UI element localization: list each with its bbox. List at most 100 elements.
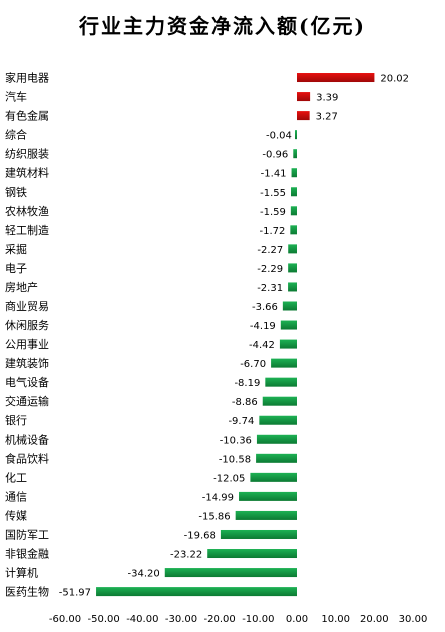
x-tick-label: -20.00 (204, 614, 236, 625)
value-label: -34.20 (128, 569, 160, 580)
x-tick-label: 30.00 (399, 614, 428, 625)
bar-24 (235, 510, 297, 520)
bar-14 (280, 320, 297, 330)
bar-22 (250, 472, 297, 482)
bar-12 (288, 282, 297, 292)
category-label: 国防军工 (5, 527, 49, 541)
x-tick-label: 10.00 (321, 614, 350, 625)
value-label: -1.59 (260, 207, 286, 218)
value-label: -23.22 (170, 550, 202, 561)
bar-6 (291, 168, 297, 178)
value-label: -4.19 (250, 321, 276, 332)
bar-11 (288, 263, 297, 273)
bar-5 (293, 149, 297, 159)
category-label: 公用事业 (5, 338, 49, 351)
category-label: 银行 (5, 413, 27, 427)
category-label: 医药生物 (5, 585, 49, 599)
category-label: 钢铁 (5, 186, 27, 199)
category-label: 房地产 (5, 280, 38, 294)
bar-15 (279, 339, 297, 349)
bar-21 (256, 453, 297, 463)
value-label: -2.31 (257, 283, 283, 294)
value-label: -8.19 (234, 378, 260, 389)
value-label: -51.97 (59, 588, 91, 599)
value-label: -12.05 (213, 473, 245, 484)
category-label: 计算机 (5, 566, 38, 580)
bar-8 (290, 206, 297, 216)
x-tick-label: 0.00 (286, 614, 308, 625)
category-label: 纺织服装 (5, 147, 49, 161)
bar-9 (290, 225, 297, 235)
bar-7 (291, 187, 297, 197)
value-label: -6.70 (240, 359, 266, 370)
bar-4 (295, 130, 297, 140)
value-label: -0.04 (266, 131, 292, 142)
category-label: 建筑材料 (5, 166, 49, 180)
bar-20 (256, 434, 297, 444)
value-label: -1.55 (260, 188, 286, 199)
value-label: -19.68 (184, 530, 216, 541)
value-label: -2.29 (257, 264, 283, 275)
bar-3 (297, 111, 310, 121)
value-label: 3.39 (316, 93, 338, 104)
value-label: -10.58 (219, 454, 251, 465)
bar-13 (282, 301, 297, 311)
value-label: -3.66 (252, 302, 278, 313)
value-label: -9.74 (228, 416, 254, 427)
value-label: -8.86 (232, 397, 258, 408)
category-label: 机械设备 (5, 432, 49, 446)
category-label: 电气设备 (5, 375, 49, 389)
value-label: -15.86 (198, 511, 230, 522)
category-label: 传媒 (5, 509, 27, 522)
x-tick-label: -40.00 (126, 614, 158, 625)
category-label: 休闲服务 (5, 318, 49, 332)
value-label: -1.41 (261, 169, 287, 180)
category-label: 商业贸易 (5, 299, 49, 313)
value-label: -4.42 (249, 340, 275, 351)
bar-2 (297, 92, 311, 102)
bar-16 (271, 358, 297, 368)
value-label: -14.99 (202, 492, 234, 503)
category-label: 采掘 (5, 242, 27, 256)
value-label: -1.72 (259, 226, 285, 237)
category-label: 电子 (5, 262, 27, 275)
category-label: 通信 (5, 490, 27, 503)
bar-17 (265, 377, 297, 387)
x-tick-label: -50.00 (88, 614, 120, 625)
bar-26 (207, 549, 297, 559)
bar-27 (164, 568, 297, 578)
category-label: 家用电器 (5, 71, 49, 85)
bar-18 (262, 396, 297, 406)
category-label: 汽车 (5, 90, 27, 104)
bar-28 (96, 587, 297, 597)
category-label: 轻工制造 (5, 223, 49, 237)
category-label: 综合 (5, 128, 27, 142)
value-label: -2.27 (257, 245, 283, 256)
bar-23 (239, 491, 297, 501)
category-labels: 家用电器汽车有色金属综合纺织服装建筑材料钢铁农林牧渔轻工制造采掘电子房地产商业贸… (5, 71, 49, 599)
x-tick-label: 20.00 (360, 614, 389, 625)
bar-10 (288, 244, 297, 254)
value-labels: 20.02 3.39 3.27 -0.04 -0.96 -1.41 -1.55 -1.59 -1… (59, 74, 409, 599)
bar-1 (297, 73, 375, 83)
category-label: 化工 (5, 470, 27, 484)
x-tick-label: -10.00 (242, 614, 274, 625)
bar-25 (220, 529, 297, 539)
category-label: 有色金属 (5, 109, 49, 123)
x-tick-label: -60.00 (49, 614, 81, 625)
bar-19 (259, 415, 297, 425)
value-label: -10.36 (220, 435, 252, 446)
value-label: 3.27 (316, 112, 338, 123)
category-label: 非银金融 (5, 547, 49, 561)
value-label: 20.02 (380, 74, 409, 85)
category-label: 食品饮料 (5, 451, 49, 465)
chart-title: 行业主力资金净流入额(亿元) (79, 14, 366, 38)
category-label: 建筑装饰 (5, 356, 49, 370)
x-tick-label: -30.00 (165, 614, 197, 625)
bars-layer (96, 73, 375, 597)
category-label: 农林牧渔 (5, 204, 49, 218)
x-axis: -60.00 -50.00 -40.00 -30.00 -20.00 -10.00 0.00… (49, 614, 427, 625)
value-label: -0.96 (262, 150, 288, 161)
category-label: 交通运输 (5, 394, 49, 408)
